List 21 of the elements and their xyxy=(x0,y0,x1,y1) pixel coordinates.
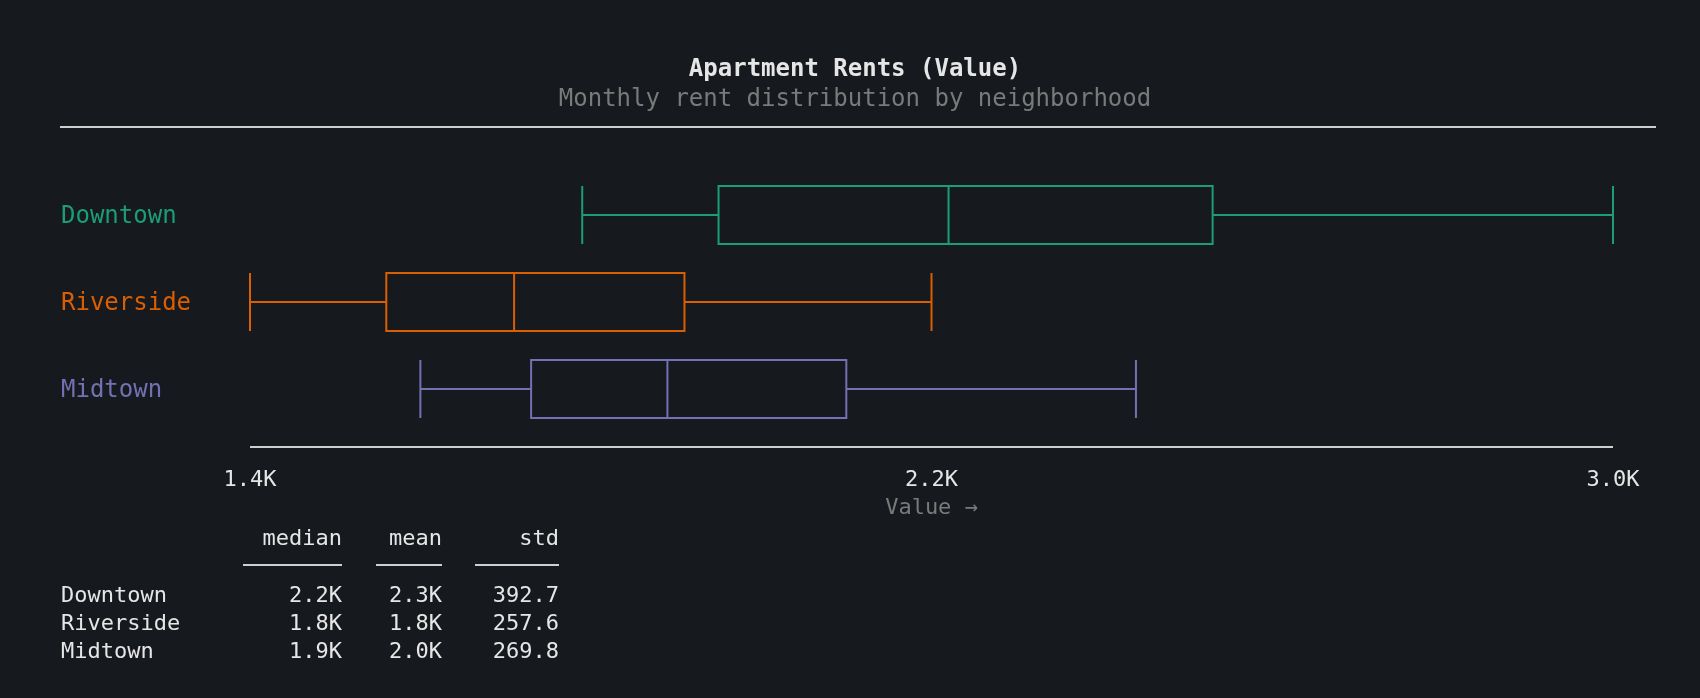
y-tick-label: Midtown xyxy=(61,375,163,403)
text: 392.7 xyxy=(492,582,559,607)
y-tick-label: Downtown xyxy=(61,201,177,229)
text: median xyxy=(262,525,342,550)
text: 2.2K xyxy=(289,582,343,607)
text: 269.8 xyxy=(492,638,559,663)
text: 1.9K xyxy=(289,638,343,663)
text: 1.8K xyxy=(289,610,343,635)
chart-subtitle: Monthly rent distribution by neighborhood xyxy=(558,84,1152,112)
x-axis-title: Value → xyxy=(885,494,978,519)
text: 1.8K xyxy=(389,610,443,635)
text: 2.0K xyxy=(389,638,443,663)
text: 257.6 xyxy=(492,610,559,635)
chart-title: Apartment Rents (Value) xyxy=(688,54,1022,82)
text: mean xyxy=(389,525,442,550)
x-tick-label: 2.2K xyxy=(905,466,959,491)
x-tick-label: 3.0K xyxy=(1586,466,1641,491)
x-tick-label: 1.4K xyxy=(223,466,278,491)
y-tick-label: Riverside xyxy=(61,288,192,316)
text: 2.3K xyxy=(389,582,443,607)
text: std xyxy=(519,525,559,550)
